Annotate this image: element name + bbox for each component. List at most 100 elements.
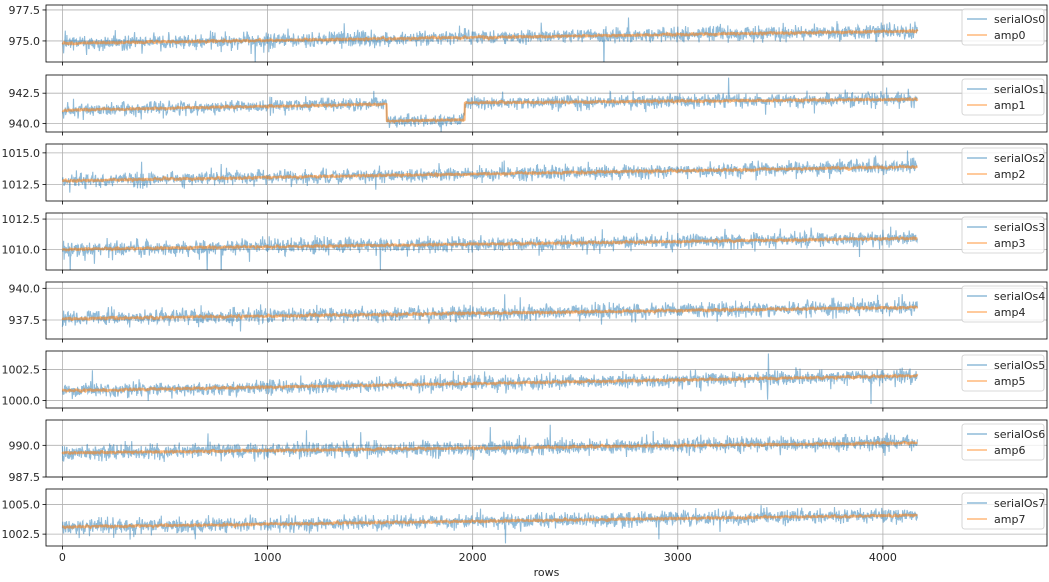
y-tick-label: 987.5 — [9, 471, 41, 484]
y-tick-label: 940.0 — [9, 118, 41, 131]
plot-area-4 — [61, 294, 919, 332]
legend-box — [961, 354, 1045, 392]
y-tick-label: 1010.0 — [2, 243, 41, 256]
subplot-stack: 975.0 977.5 serialOs0 amp0 940.0 942.5 serialO… — [2, 4, 1048, 550]
plot-area-2 — [61, 150, 919, 193]
subplot-5: 1000.0 1002.5 serialOs5 amp5 — [2, 350, 1048, 412]
legend-7: serialOs7 amp7 — [961, 492, 1045, 530]
legend-0: serialOs0 amp0 — [961, 8, 1045, 46]
y-tick-label: 1015.0 — [2, 147, 41, 160]
plot-area-1 — [61, 77, 919, 132]
legend-box — [961, 8, 1045, 46]
series-line-serialOs4 — [61, 294, 918, 332]
y-tick-label: 1012.5 — [2, 213, 41, 226]
axes-frame-4 — [45, 281, 1048, 340]
legend-label: serialOs5 — [994, 359, 1045, 372]
series-line-serialOs0 — [61, 17, 918, 62]
legend-label: serialOs2 — [994, 152, 1045, 165]
series-line-serialOs3 — [61, 226, 918, 270]
legend-box — [961, 78, 1045, 116]
legend-5: serialOs5 amp5 — [961, 354, 1045, 392]
legend-label: amp5 — [994, 375, 1025, 388]
x-tick-label: 0 — [59, 551, 66, 564]
y-tick-label: 942.5 — [9, 87, 41, 100]
legend-label: amp0 — [994, 29, 1025, 42]
x-tick-label: 3000 — [664, 551, 692, 564]
y-tick-label: 990.0 — [9, 439, 41, 452]
axes-frame-7 — [45, 488, 1048, 547]
legend-label: amp1 — [994, 99, 1025, 112]
series-line-serialOs2 — [61, 150, 918, 193]
x-axis: 0 1000 2000 3000 4000 — [59, 551, 897, 564]
legend-label: amp3 — [994, 237, 1025, 250]
subplot-6: 987.5 990.0 serialOs6 amp6 — [9, 419, 1048, 484]
legend-3: serialOs3 amp3 — [961, 216, 1045, 254]
legend-box — [961, 492, 1045, 530]
plot-area-0 — [61, 17, 919, 62]
legend-6: serialOs6 amp6 — [961, 423, 1045, 461]
y-tick-label: 940.0 — [9, 282, 41, 295]
axes-frame-2 — [45, 143, 1048, 202]
legend-1: serialOs1 amp1 — [961, 78, 1045, 116]
legend-4: serialOs4 amp4 — [961, 285, 1045, 323]
axes-frame-0 — [45, 4, 1048, 63]
series-line-amp4 — [61, 305, 919, 321]
y-tick-label: 1002.5 — [2, 364, 41, 377]
plot-area-5 — [61, 353, 919, 404]
legend-box — [961, 285, 1045, 323]
legend-label: serialOs3 — [994, 221, 1045, 234]
axes-frame-5 — [45, 350, 1048, 409]
series-line-amp0 — [61, 29, 919, 46]
series-line-amp2 — [61, 164, 919, 183]
series-line-serialOs7 — [61, 505, 918, 544]
grid-2 — [46, 144, 1047, 201]
x-tick-label: 2000 — [459, 551, 487, 564]
legend-label: amp2 — [994, 168, 1025, 181]
legend-label: serialOs4 — [994, 290, 1045, 303]
series-line-serialOs1 — [61, 77, 918, 132]
legend-label: serialOs0 — [994, 13, 1045, 26]
x-tick-label: 4000 — [869, 551, 897, 564]
axes-frame-3 — [45, 212, 1048, 271]
plot-area-6 — [61, 424, 919, 462]
grid-1 — [46, 75, 1047, 132]
grid-4 — [46, 282, 1047, 339]
legend-box — [961, 216, 1045, 254]
subplot-0: 975.0 977.5 serialOs0 amp0 — [9, 4, 1048, 66]
subplot-3: 1010.0 1012.5 serialOs3 amp3 — [2, 212, 1048, 274]
series-line-amp3 — [61, 236, 919, 252]
legend-2: serialOs2 amp2 — [961, 147, 1045, 185]
grid-5 — [46, 351, 1047, 408]
series-line-amp5 — [61, 373, 919, 393]
axes-frame-1 — [45, 74, 1048, 133]
legend-label: amp4 — [994, 306, 1025, 319]
legend-label: amp7 — [994, 513, 1025, 526]
x-tick-label: 1000 — [254, 551, 282, 564]
legend-label: serialOs6 — [994, 428, 1045, 441]
legend-label: amp6 — [994, 444, 1025, 457]
plot-area-7 — [61, 505, 919, 544]
x-axis-label: rows — [534, 566, 560, 579]
legend-label: serialOs7 — [994, 497, 1045, 510]
y-tick-label: 977.5 — [9, 4, 41, 17]
series-line-amp7 — [61, 513, 919, 530]
grid-7 — [46, 489, 1047, 546]
y-tick-label: 937.5 — [9, 314, 41, 327]
subplot-4: 937.5 940.0 serialOs4 amp4 — [9, 281, 1048, 343]
subplot-2: 1012.5 1015.0 serialOs2 amp2 — [2, 143, 1048, 205]
legend-box — [961, 423, 1045, 461]
plot-area-3 — [61, 226, 919, 270]
y-tick-label: 1000.0 — [2, 395, 41, 408]
axes-frame-6 — [45, 419, 1048, 478]
legend-label: serialOs1 — [994, 83, 1045, 96]
subplot-7: 1002.5 1005.0 serialOs7 amp7 — [2, 488, 1048, 550]
series-line-amp6 — [61, 440, 919, 455]
series-line-amp1 — [61, 97, 919, 124]
subplot-1: 940.0 942.5 serialOs1 amp1 — [9, 74, 1048, 136]
legend-box — [961, 147, 1045, 185]
y-tick-label: 1002.5 — [2, 528, 41, 541]
y-tick-label: 1005.0 — [2, 498, 41, 511]
y-tick-label: 1012.5 — [2, 179, 41, 192]
y-tick-label: 975.0 — [9, 35, 41, 48]
